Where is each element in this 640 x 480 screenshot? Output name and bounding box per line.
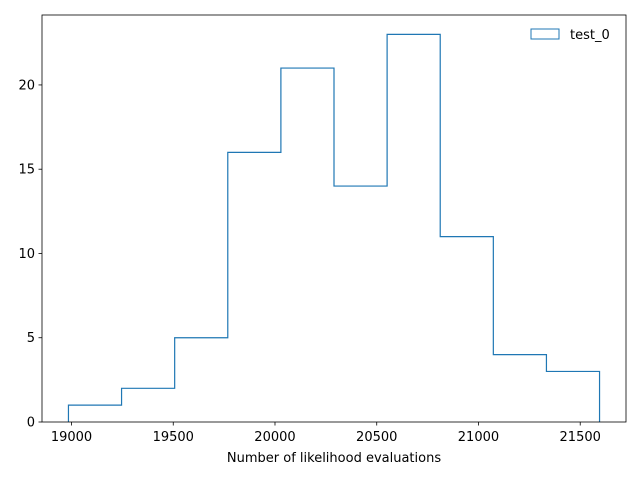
x-tick-label: 20000 [254,430,295,445]
legend-label-test-0: test_0 [570,28,610,43]
y-tick-label: 15 [18,163,35,178]
histogram-bin-2 [175,338,228,422]
x-tick-label: 19000 [51,430,92,445]
legend: test_0 [530,28,610,43]
y-tick-label: 0 [27,416,35,431]
histogram-bin-9 [546,371,599,422]
histogram-bin-7 [440,237,493,422]
x-tick-label: 21000 [458,430,499,445]
x-tick-label: 21500 [560,430,601,445]
y-tick-label: 20 [18,78,35,93]
histogram-bin-6 [387,34,440,422]
histogram-bin-3 [228,152,281,422]
axes-frame [41,14,627,423]
histogram-bin-0 [68,405,121,422]
histogram-bin-4 [281,68,334,422]
legend-swatch-test-0 [530,28,560,40]
y-tick-label: 10 [18,247,35,262]
histogram-bin-1 [122,388,175,422]
histogram-bin-5 [334,186,387,422]
histogram-bin-8 [493,355,546,422]
x-tick-label: 20500 [356,430,397,445]
x-axis-label: Number of likelihood evaluations [227,451,441,466]
histogram-step-outline-test-0 [67,33,601,422]
y-axis-ticks: 0 5 10 15 20 [18,78,42,431]
x-tick-label: 19500 [153,430,194,445]
x-axis-ticks: 19000 19500 20000 20500 21000 21500 [51,422,601,445]
y-tick-label: 5 [27,331,35,346]
plot-area [41,14,627,423]
